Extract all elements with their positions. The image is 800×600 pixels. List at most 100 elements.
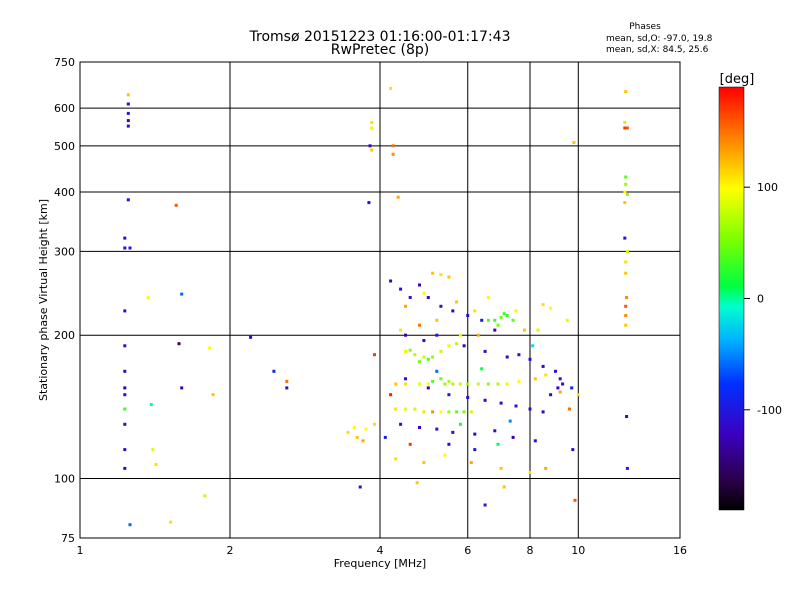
data-point [431, 271, 435, 275]
data-point [523, 328, 526, 332]
colorbar-label: [deg] [720, 72, 755, 87]
data-point [576, 393, 580, 397]
data-point [126, 198, 130, 202]
data-point [408, 442, 412, 446]
x-tick-label: 6 [464, 544, 471, 557]
data-point [544, 466, 548, 470]
data-point [480, 367, 484, 371]
colorbar-ticks: 100 0 -100 [744, 181, 782, 417]
data-point [458, 333, 462, 337]
data-point [439, 304, 443, 308]
data-point [544, 373, 548, 377]
data-point [443, 453, 447, 457]
data-point [404, 382, 407, 386]
data-point [568, 407, 571, 411]
data-point [272, 369, 276, 373]
data-point [541, 303, 545, 307]
stats-heading: Phases [629, 22, 661, 32]
data-point [211, 393, 215, 397]
data-point [486, 382, 490, 386]
data-point [455, 342, 459, 346]
data-point [435, 318, 439, 322]
data-point [426, 382, 430, 386]
x-tick-label: 10 [571, 544, 585, 557]
data-point [370, 148, 374, 152]
data-point [624, 304, 628, 308]
data-point [368, 144, 372, 148]
data-point [123, 448, 127, 452]
x-tick-label: 16 [673, 544, 687, 557]
data-point [466, 314, 470, 317]
data-point [373, 422, 376, 426]
data-point [514, 309, 518, 313]
data-point [285, 379, 289, 383]
data-point [496, 323, 500, 327]
data-point [625, 415, 629, 418]
data-point [458, 382, 462, 386]
data-point [476, 382, 480, 386]
data-point [493, 318, 497, 322]
data-point [364, 427, 368, 431]
data-point [123, 393, 127, 397]
data-point [624, 175, 628, 179]
y-tick-label: 500 [54, 140, 75, 153]
data-point [426, 386, 430, 390]
data-point [565, 318, 569, 322]
data-point [383, 435, 387, 439]
data-point [447, 442, 451, 446]
data-point [126, 102, 130, 106]
data-point [439, 410, 443, 414]
data-point [483, 398, 487, 402]
data-point [418, 426, 421, 429]
data-point [496, 382, 500, 386]
stats-line-x: mean, sd,X: 84.5, 25.6 [606, 45, 709, 55]
data-point [346, 430, 350, 434]
data-point [528, 407, 532, 411]
data-point [422, 461, 426, 465]
data-point [499, 315, 503, 319]
data-point [624, 323, 628, 327]
data-point [447, 393, 451, 397]
data-point [517, 379, 521, 383]
data-point [483, 349, 487, 353]
data-point [473, 309, 477, 313]
data-point [123, 369, 127, 373]
data-point [451, 382, 455, 386]
data-point [415, 481, 419, 485]
data-point [180, 292, 184, 296]
data-point [624, 271, 628, 275]
data-point [404, 333, 407, 337]
colorbar [718, 86, 745, 511]
y-tick-label: 750 [54, 56, 75, 69]
x-tick-label: 8 [527, 544, 534, 557]
data-point [486, 296, 490, 299]
colorbar-tick-label: 100 [757, 181, 778, 194]
data-point [352, 426, 356, 429]
data-point [447, 275, 451, 279]
data-point [399, 328, 403, 332]
data-point [536, 328, 540, 332]
data-point [625, 296, 629, 299]
data-point [558, 377, 562, 381]
data-point [391, 144, 395, 148]
data-point [408, 348, 412, 352]
data-point [541, 410, 545, 414]
data-point [549, 306, 553, 310]
data-point [624, 260, 628, 264]
data-point [549, 393, 553, 397]
data-point [573, 498, 577, 502]
data-point [418, 283, 421, 287]
data-point [249, 335, 253, 339]
data-point [422, 355, 426, 359]
data-point [483, 503, 487, 507]
data-point [435, 369, 439, 373]
data-point [462, 344, 466, 348]
data-point [373, 353, 376, 357]
data-point [511, 318, 515, 322]
data-point [435, 333, 439, 337]
x-tick-label: 2 [227, 544, 234, 557]
data-point [404, 377, 407, 381]
data-point [123, 309, 127, 313]
data-point [499, 466, 503, 470]
x-tick-label: 4 [377, 544, 384, 557]
